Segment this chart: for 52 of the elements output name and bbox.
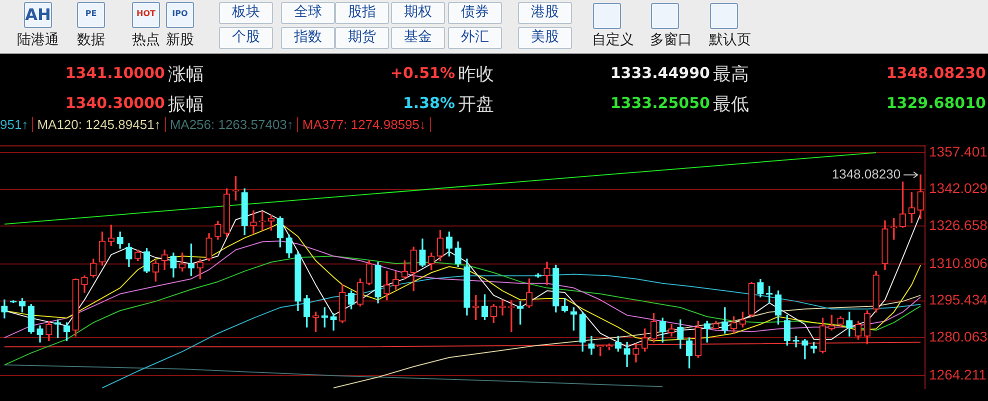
text: 热点 bbox=[132, 32, 160, 48]
text: 951↑ bbox=[0, 117, 34, 132]
text: 1329.68010 bbox=[886, 94, 986, 112]
text: 全球 bbox=[293, 3, 323, 21]
text: 自定义 bbox=[592, 32, 634, 48]
candlestick bbox=[802, 339, 808, 360]
y-tick-label: 1310.806 bbox=[929, 254, 988, 271]
text: 美股 bbox=[530, 28, 560, 46]
text: 多窗口 bbox=[650, 32, 692, 48]
text: 港股 bbox=[530, 3, 560, 21]
y-tick-label: 1295.434 bbox=[929, 292, 988, 308]
y-tick-label: 1264.211 bbox=[929, 366, 987, 382]
text: 1333.25050 bbox=[610, 94, 710, 112]
text: 1348.08230 bbox=[886, 64, 986, 82]
text: 个股 bbox=[231, 28, 261, 46]
text-badge-icon: AH bbox=[24, 2, 52, 28]
text: 1333.44990 bbox=[610, 64, 710, 82]
text: +0.51% bbox=[390, 64, 455, 82]
annotation: 1348.08230 bbox=[832, 166, 901, 182]
text: 最高 bbox=[713, 63, 749, 86]
text: 涨幅 bbox=[168, 63, 204, 86]
document-icon: IPO bbox=[166, 2, 194, 28]
document-icon: PE bbox=[77, 2, 105, 28]
text: 期货 bbox=[347, 28, 377, 46]
text: 股指 bbox=[347, 3, 377, 21]
y-tick-label: 1326.658 bbox=[929, 216, 988, 233]
text: 1341.10000 bbox=[65, 64, 165, 82]
text: 指数 bbox=[293, 28, 323, 46]
text: MA256: 1263.57403↑ bbox=[170, 117, 298, 132]
flame-icon: HOT bbox=[132, 2, 160, 28]
text: 振幅 bbox=[168, 93, 204, 116]
text: 期权 bbox=[403, 3, 433, 21]
text: 1340.30000 bbox=[65, 94, 165, 112]
candlestick bbox=[250, 210, 257, 234]
text: MA120: 1245.89451↑ bbox=[37, 117, 166, 132]
candlestick bbox=[330, 313, 337, 331]
text: 债券 bbox=[460, 3, 490, 21]
text: 新股 bbox=[166, 32, 194, 48]
text: 板块 bbox=[231, 3, 261, 21]
text: MA377: 1274.98595↓ bbox=[302, 117, 432, 132]
text: 基金 bbox=[403, 28, 433, 46]
text: 默认页 bbox=[709, 32, 751, 48]
text: 1.38% bbox=[402, 94, 455, 112]
y-tick-label: 1280.063 bbox=[929, 328, 988, 344]
y-tick-label: 1357.401 bbox=[929, 143, 988, 160]
text: 最低 bbox=[713, 93, 749, 116]
text: 开盘 bbox=[458, 93, 494, 116]
text: 昨收 bbox=[458, 63, 494, 86]
text: 陆港通 bbox=[16, 31, 60, 49]
text: 数据 bbox=[77, 32, 105, 48]
text: 外汇 bbox=[460, 28, 490, 46]
y-tick-label: 1342.029 bbox=[929, 180, 988, 196]
